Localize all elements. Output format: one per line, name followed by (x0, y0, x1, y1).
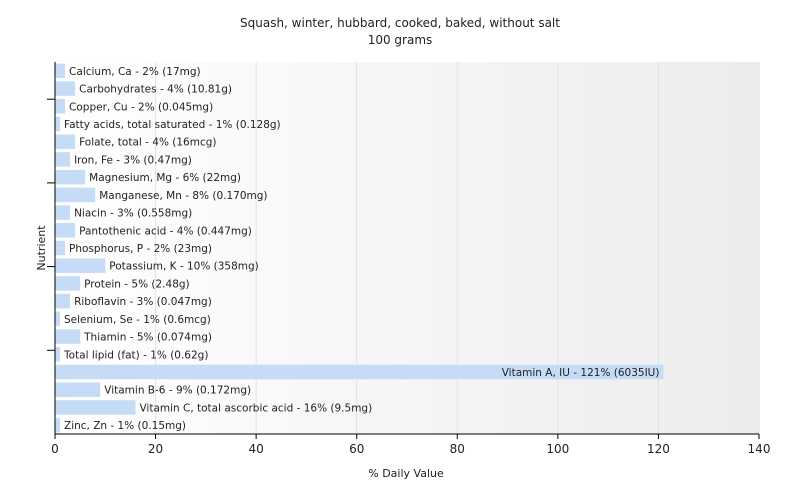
bar (55, 417, 61, 433)
bar (55, 205, 71, 220)
bar (55, 400, 136, 415)
chart-title: Squash, winter, hubbard, cooked, baked, … (240, 16, 560, 30)
bar (55, 364, 664, 380)
bar (55, 169, 86, 185)
bar (55, 134, 76, 149)
bar (55, 382, 101, 397)
bar (55, 311, 61, 327)
bar (55, 187, 96, 203)
bar-label: Iron, Fe - 3% (0.47mg) (74, 154, 192, 166)
bar-label: Zinc, Zn - 1% (0.15mg) (64, 420, 186, 432)
bar (55, 276, 81, 291)
bar-label: Calcium, Ca - 2% (17mg) (69, 66, 201, 78)
bar-label: Fatty acids, total saturated - 1% (0.128… (64, 119, 281, 131)
x-tick-label: 140 (748, 442, 771, 456)
bar (55, 240, 66, 256)
bar (55, 258, 106, 273)
bar (55, 223, 76, 238)
x-tick-label: 100 (546, 442, 569, 456)
bar-label: Thiamin - 5% (0.074mg) (83, 332, 212, 344)
x-tick-label: 40 (249, 442, 264, 456)
x-axis-label: % Daily Value (368, 467, 444, 480)
bar (55, 81, 76, 96)
bar-label: Manganese, Mn - 8% (0.170mg) (99, 190, 267, 202)
bar-label: Selenium, Se - 1% (0.6mcg) (64, 314, 211, 326)
bar-label: Carbohydrates - 4% (10.81g) (79, 84, 232, 96)
bar-label: Niacin - 3% (0.558mg) (74, 208, 192, 220)
bar-label: Pantothenic acid - 4% (0.447mg) (79, 225, 252, 237)
bar (55, 293, 71, 309)
bar-label: Copper, Cu - 2% (0.045mg) (69, 101, 213, 113)
bar (55, 329, 81, 344)
bar-label: Folate, total - 4% (16mcg) (79, 137, 216, 149)
bar (55, 116, 61, 132)
bar-label: Vitamin B-6 - 9% (0.172mg) (104, 385, 251, 397)
x-tick-label: 80 (450, 442, 465, 456)
bars-group: Calcium, Ca - 2% (17mg) Carbohydrates - 4… (55, 63, 664, 433)
x-tick-label: 0 (51, 442, 59, 456)
bar-label: Magnesium, Mg - 6% (22mg) (89, 172, 241, 184)
y-axis-label: Nutrient (35, 225, 48, 271)
x-tick-label: 120 (647, 442, 670, 456)
x-tick-label: 60 (349, 442, 364, 456)
bar-label: Potassium, K - 10% (358mg) (109, 261, 259, 273)
bar-label: Phosphorus, P - 2% (23mg) (69, 243, 212, 255)
bar (55, 63, 66, 79)
x-tick-label: 20 (148, 442, 163, 456)
bar-label: Total lipid (fat) - 1% (0.62g) (63, 349, 208, 361)
chart-subtitle: 100 grams (368, 33, 433, 47)
bar-label: Vitamin C, total ascorbic acid - 16% (9.… (139, 402, 372, 414)
bar-label: Vitamin A, IU - 121% (6035IU) (502, 367, 660, 379)
bar (55, 152, 71, 167)
bar-label: Riboflavin - 3% (0.047mg) (74, 296, 212, 308)
bar (55, 347, 61, 362)
axes-group: 0 20 40 60 80 100 120 140 (47, 62, 770, 456)
bar (55, 99, 66, 114)
bar-label: Protein - 5% (2.48g) (84, 278, 190, 290)
